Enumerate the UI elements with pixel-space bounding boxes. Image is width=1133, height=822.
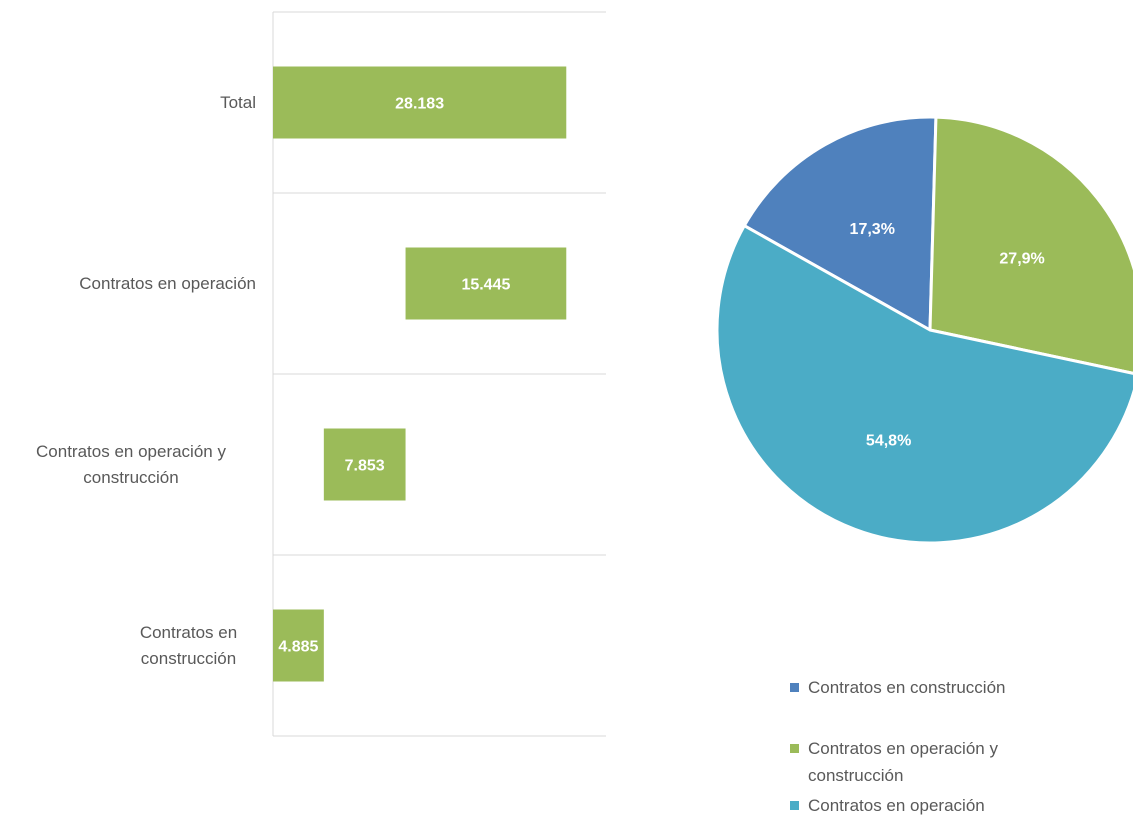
bar	[273, 609, 324, 682]
legend-item: Contratos en operación y construcción	[790, 735, 1080, 789]
pie-slice	[742, 115, 938, 332]
bar	[273, 66, 567, 139]
legend-label: Contratos en operación y construcción	[808, 739, 998, 785]
legend-swatch	[790, 744, 799, 753]
legend-swatch	[790, 801, 799, 810]
legend-item: Contratos en construcción	[790, 674, 1080, 701]
data-label: 27,9%	[999, 251, 1044, 268]
data-label: 15.445	[461, 277, 510, 294]
category-label: Contratos en operación y construcción	[36, 441, 226, 487]
data-label: 54,8%	[866, 433, 911, 450]
legend-item: Contratos en operación	[790, 792, 1080, 819]
legend-label: Contratos en operación	[808, 796, 985, 815]
legend-label: Contratos en construcción	[808, 678, 1006, 697]
data-label: 7.853	[345, 458, 385, 475]
category-label: Contratos en operación	[79, 273, 256, 293]
pie-slice	[928, 115, 1133, 375]
legend-swatch	[790, 683, 799, 692]
bar	[405, 247, 567, 320]
bar	[323, 428, 406, 501]
data-label: 17,3%	[850, 221, 895, 238]
data-label: 4.885	[278, 639, 318, 656]
pie-slice	[715, 224, 1133, 545]
data-label: 28.183	[395, 96, 444, 113]
category-label: Contratos en construcción	[139, 622, 238, 668]
category-label: Total	[220, 92, 256, 112]
